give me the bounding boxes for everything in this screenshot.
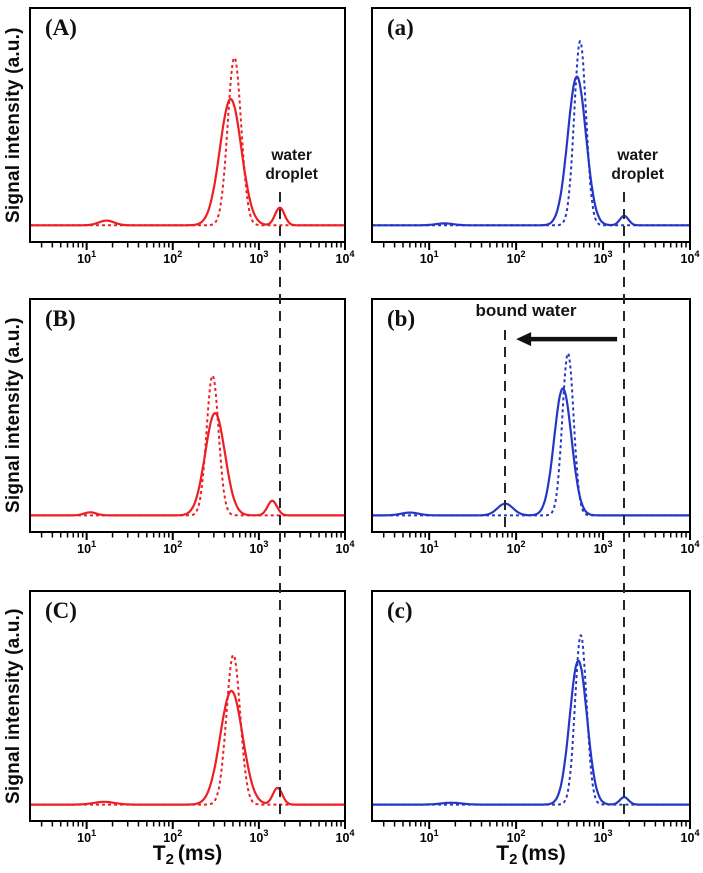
x-tick-label: 104 (681, 828, 700, 845)
x-tick-label: 104 (336, 249, 355, 266)
x-tick-label: 103 (249, 539, 268, 556)
plot-border (371, 590, 691, 822)
x-tick-label: 102 (507, 828, 526, 845)
solid-curve (30, 412, 345, 517)
guide-line-water-droplet-right (623, 192, 626, 822)
x-axis-label-post: (ms) (521, 842, 566, 865)
x-ticks (40, 243, 346, 250)
plot-b: 101 102 103 104 (371, 298, 700, 556)
x-tick-label: 102 (163, 249, 182, 266)
dashed-curve (372, 634, 690, 806)
x-axis-label-left: T2 (ms) (103, 842, 273, 868)
plot-B: 101 102 103 104 (29, 298, 355, 556)
panel-letter-b: (b) (387, 306, 416, 331)
x-tick-label: 101 (420, 249, 439, 266)
panel-letter-B: (B) (45, 306, 76, 331)
panel-a: 101 102 103 104 (a) water droplet (364, 7, 700, 277)
x-tick-label: 101 (77, 828, 96, 845)
x-tick-label: 102 (507, 539, 526, 556)
plot-C: 101 102 103 104 (29, 590, 355, 845)
x-tick-label: 104 (336, 828, 355, 845)
plot-border (29, 7, 346, 243)
x-tick-label: 103 (594, 539, 613, 556)
dashed-curve (30, 56, 345, 227)
x-ticks (40, 822, 346, 829)
x-ticks (382, 822, 691, 829)
plot-border (371, 298, 691, 533)
panel-letter-A: (A) (45, 15, 77, 40)
dashed-curve (30, 653, 345, 806)
x-tick-label: 104 (681, 249, 700, 266)
x-axis-label-sub: 2 (165, 851, 174, 868)
x-axis-label-right: T2 (ms) (446, 842, 616, 868)
plot-a: 101 102 103 104 (371, 7, 700, 266)
solid-curve (30, 97, 345, 227)
guide-line-bound-water (504, 330, 507, 533)
x-tick-label: 102 (163, 539, 182, 556)
panel-letter-a: (a) (387, 15, 414, 40)
plot-border (371, 7, 691, 243)
x-axis-label-post: (ms) (177, 842, 223, 865)
x-tick-label: 102 (163, 828, 182, 845)
water-droplet-label-left: water droplet (265, 147, 318, 183)
dashed-curve (372, 352, 690, 517)
guide-line-water-droplet-left (278, 192, 281, 822)
x-tick-label: 104 (336, 539, 355, 556)
x-tick-label: 101 (420, 828, 439, 845)
plot-border (29, 590, 346, 822)
x-axis-label-sub: 2 (509, 851, 518, 868)
water-droplet-label-right: water droplet (611, 147, 664, 183)
panel-c: 101 102 103 104 (c) (364, 590, 700, 856)
x-tick-label: 103 (249, 249, 268, 266)
shift-arrow (516, 332, 618, 347)
dashed-curve (372, 39, 690, 227)
panel-letter-C: (C) (45, 598, 77, 623)
x-tick-label: 101 (77, 539, 96, 556)
dashed-curve (30, 374, 345, 517)
bound-water-label: bound water (475, 300, 577, 320)
x-axis-label-pre: T (152, 842, 166, 865)
x-tick-label: 101 (420, 539, 439, 556)
plot-A: 101 102 103 104 (29, 7, 355, 266)
solid-curve (372, 75, 690, 227)
solid-curve (30, 689, 345, 806)
x-tick-label: 103 (594, 249, 613, 266)
plot-border (29, 298, 346, 533)
solid-curve (372, 659, 690, 806)
panel-B: 101 102 103 104 (B) (22, 298, 355, 567)
x-ticks (40, 533, 346, 540)
x-ticks (382, 243, 691, 250)
plot-c: 101 102 103 104 (371, 590, 700, 845)
panel-b: 101 102 103 104 (b) bound water (364, 298, 700, 567)
solid-curve (372, 387, 690, 517)
panel-A: 101 102 103 104 (A) water droplet (22, 7, 355, 277)
panel-C: 101 102 103 104 (C) (22, 590, 355, 856)
x-tick-label: 101 (77, 249, 96, 266)
x-tick-label: 103 (594, 828, 613, 845)
panel-letter-c: (c) (387, 598, 413, 623)
x-axis-label-pre: T (496, 842, 510, 865)
x-tick-label: 103 (249, 828, 268, 845)
x-ticks (382, 533, 691, 540)
x-tick-label: 104 (681, 539, 700, 556)
x-tick-label: 102 (507, 249, 526, 266)
